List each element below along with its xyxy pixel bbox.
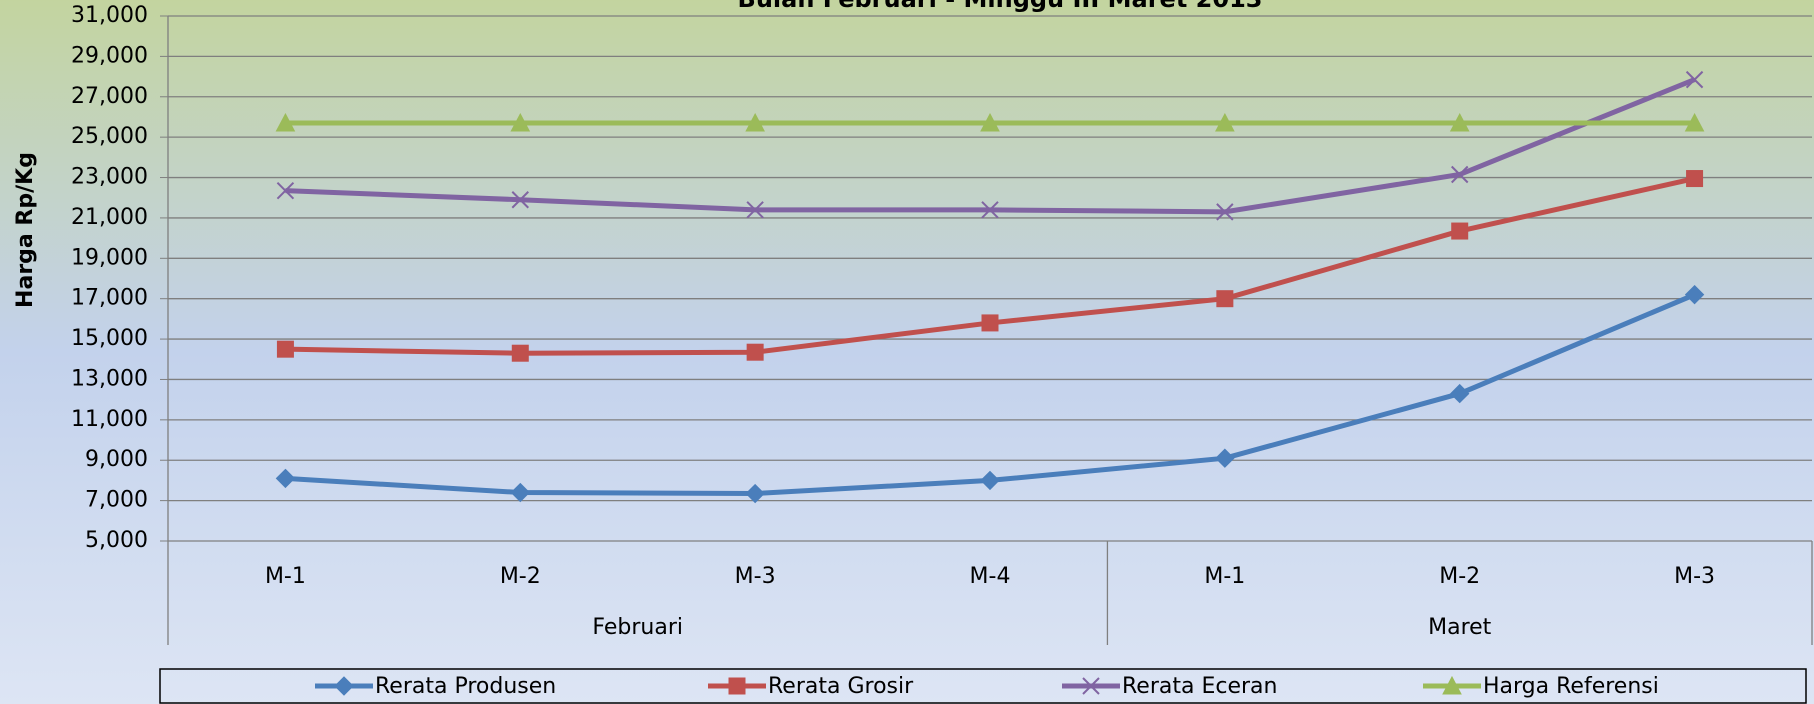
y-tick-label: 7,000: [85, 488, 148, 513]
legend-label: Rerata Eceran: [1122, 674, 1277, 699]
y-tick-label: 19,000: [71, 245, 148, 270]
x-tick-label: M-1: [265, 564, 306, 589]
legend-label: Harga Referensi: [1483, 674, 1659, 699]
marker: [511, 191, 529, 209]
y-tick-label: 5,000: [85, 528, 148, 553]
marker: [1215, 112, 1235, 132]
legend-label: Rerata Produsen: [375, 674, 556, 699]
marker: [746, 343, 764, 361]
y-tick-label: 13,000: [71, 366, 148, 391]
x-tick-label: M-3: [735, 564, 776, 589]
x-tick-label: M-4: [970, 564, 1011, 589]
marker: [276, 340, 294, 358]
marker: [1451, 165, 1469, 184]
marker: [334, 676, 354, 696]
marker: [510, 112, 531, 132]
marker: [981, 201, 999, 219]
chart-title: Bulan Februari - Minggu III Maret 2013: [738, 0, 1263, 13]
marker: [1450, 383, 1470, 404]
marker: [1215, 448, 1235, 468]
x-tick-label: M-1: [1204, 564, 1245, 589]
marker: [980, 112, 1000, 132]
y-tick-label: 25,000: [71, 124, 148, 149]
y-tick-label: 15,000: [71, 326, 148, 351]
marker: [1449, 112, 1470, 132]
y-tick-label: 11,000: [71, 407, 148, 432]
marker: [276, 181, 295, 200]
marker: [275, 112, 296, 132]
marker: [746, 201, 764, 219]
marker: [1216, 203, 1234, 221]
y-tick-label: 21,000: [71, 205, 148, 230]
marker: [1451, 222, 1469, 240]
marker: [745, 483, 765, 504]
marker: [1082, 677, 1100, 695]
y-tick-label: 29,000: [71, 43, 148, 68]
group-label: Maret: [1428, 615, 1492, 640]
marker: [511, 344, 529, 362]
y-tick-label: 27,000: [71, 84, 148, 109]
marker: [980, 470, 1000, 491]
marker: [275, 468, 296, 489]
marker: [1686, 170, 1704, 188]
y-tick-label: 9,000: [85, 447, 148, 472]
marker: [1216, 290, 1234, 308]
y-tick-label: 31,000: [71, 3, 148, 28]
y-tick-label: 17,000: [71, 286, 148, 311]
marker: [745, 112, 765, 132]
x-tick-label: M-2: [500, 564, 541, 589]
marker: [1684, 284, 1705, 305]
x-tick-label: M-3: [1674, 564, 1715, 589]
marker: [1685, 70, 1704, 89]
group-label: Februari: [592, 615, 683, 640]
marker: [981, 314, 999, 332]
marker: [510, 482, 530, 503]
x-tick-label: M-2: [1439, 564, 1480, 589]
y-axis-label: Harga Rp/Kg: [13, 152, 38, 308]
marker: [1442, 675, 1462, 695]
marker: [1684, 112, 1705, 132]
marker: [728, 677, 746, 695]
legend-box: [159, 668, 1807, 704]
y-tick-label: 23,000: [71, 165, 148, 190]
legend-label: Rerata Grosir: [768, 674, 914, 699]
